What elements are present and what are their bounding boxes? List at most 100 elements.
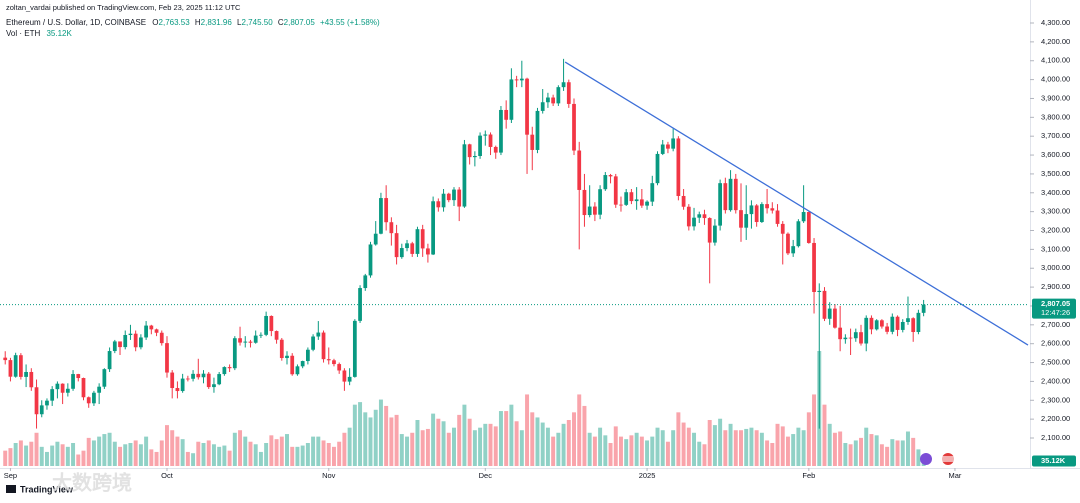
volume-bar xyxy=(331,446,336,466)
y-tick-label: 2,300.00 xyxy=(1041,395,1070,404)
candle-body xyxy=(775,210,780,224)
candle-body xyxy=(206,373,211,388)
y-tick-label: 4,100.00 xyxy=(1041,56,1070,65)
volume-bar xyxy=(874,435,879,466)
volume-bar xyxy=(712,425,717,466)
candle-body xyxy=(587,206,592,216)
volume-bar xyxy=(274,439,279,466)
volume-bar xyxy=(394,414,399,466)
candle-body xyxy=(681,195,686,207)
volume-bar xyxy=(71,443,76,466)
volume-bar xyxy=(545,427,550,466)
candle-body xyxy=(749,205,754,215)
candle-body xyxy=(796,221,801,247)
volume-bar xyxy=(676,412,681,466)
volume-bar xyxy=(248,441,253,466)
candle-body xyxy=(326,359,331,361)
volume-bar xyxy=(201,443,206,466)
volume-bar xyxy=(159,440,164,466)
volume-bar xyxy=(290,446,295,466)
candle-body xyxy=(274,331,279,340)
candle-body xyxy=(598,189,602,215)
volume-bar xyxy=(551,436,556,466)
y-tick-label: 3,400.00 xyxy=(1041,188,1070,197)
volume-bar xyxy=(728,423,733,466)
volume-bar xyxy=(196,441,201,466)
volume-bar xyxy=(107,432,112,466)
candle-body xyxy=(551,97,556,104)
candle-body xyxy=(666,144,670,149)
volume-bar xyxy=(420,430,425,466)
candle-body xyxy=(39,405,44,415)
volume-bar xyxy=(869,434,874,466)
volume-bar xyxy=(34,432,39,466)
volume-bar xyxy=(316,436,321,466)
y-tick-label: 2,900.00 xyxy=(1041,282,1070,291)
candle-body xyxy=(13,355,18,377)
volume-bar xyxy=(154,451,159,466)
volume-bar xyxy=(405,436,410,466)
y-tick-label: 3,300.00 xyxy=(1041,207,1070,216)
volume-bar xyxy=(311,436,316,466)
volume-bar xyxy=(305,443,310,466)
volume-bar xyxy=(608,443,613,466)
candle-body xyxy=(133,333,138,348)
y-tick-label: 3,700.00 xyxy=(1041,131,1070,140)
candle-body xyxy=(817,290,822,293)
candle-body xyxy=(671,138,676,149)
y-tick-label: 4,000.00 xyxy=(1041,75,1070,84)
y-tick-label: 4,200.00 xyxy=(1041,37,1070,46)
candle-body xyxy=(118,341,122,348)
candle-body xyxy=(723,183,728,211)
candle-body xyxy=(154,329,159,333)
candle-body xyxy=(311,336,315,350)
candle-body xyxy=(165,343,169,373)
candle-body xyxy=(634,199,639,202)
candle-body xyxy=(269,315,274,332)
volume-bar xyxy=(744,428,749,466)
candle-body xyxy=(102,369,107,387)
last-price-label: 2,807.05 xyxy=(1041,299,1070,308)
symbol-title: Ethereum / U.S. Dollar, 1D, COINBASE xyxy=(6,18,146,27)
volume-bar xyxy=(138,444,143,466)
candle-body xyxy=(859,332,863,344)
candle-body xyxy=(337,364,342,371)
x-tick-label: Dec xyxy=(479,471,493,480)
candle-body xyxy=(707,218,712,243)
candle-body xyxy=(535,110,540,150)
volume-bar xyxy=(707,420,712,466)
volume-bar xyxy=(321,440,326,466)
candle-body xyxy=(3,357,8,361)
volume-bar xyxy=(853,440,858,466)
volume-bar xyxy=(170,430,175,466)
candle-body xyxy=(619,204,623,206)
candle-body xyxy=(159,332,164,344)
candle-body xyxy=(488,134,493,147)
volume-label-box xyxy=(1032,455,1076,467)
volume-bar xyxy=(812,394,817,466)
volume-bar xyxy=(838,431,843,466)
candle-body xyxy=(232,338,237,369)
volume-bar xyxy=(389,417,394,466)
volume-bar xyxy=(592,436,597,466)
volume-bar xyxy=(514,421,519,466)
candle-body xyxy=(483,134,488,136)
volume-bar xyxy=(561,423,566,466)
candle-body xyxy=(801,212,806,222)
candle-body xyxy=(833,308,837,328)
volume-bar xyxy=(890,439,895,466)
volume-bar xyxy=(765,440,770,466)
volume-bar xyxy=(425,428,430,466)
candle-body xyxy=(759,204,764,223)
volume-bar xyxy=(144,436,149,466)
volume-bar xyxy=(733,430,738,466)
volume-bar xyxy=(102,434,107,466)
volume-bar xyxy=(665,441,670,466)
candle-body xyxy=(144,325,148,338)
volume-bar xyxy=(859,437,863,466)
event-icon xyxy=(920,453,932,465)
candle-body xyxy=(530,134,535,150)
y-tick-label: 2,200.00 xyxy=(1041,414,1070,423)
candle-body xyxy=(843,337,848,340)
